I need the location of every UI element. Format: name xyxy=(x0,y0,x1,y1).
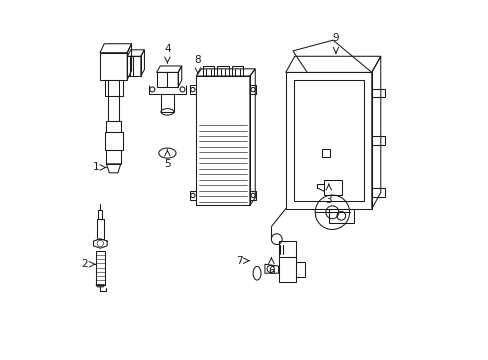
Bar xyxy=(97,219,103,239)
Bar xyxy=(104,80,122,96)
Bar xyxy=(127,56,141,76)
Bar xyxy=(189,191,196,200)
Bar xyxy=(249,85,256,94)
Text: 8: 8 xyxy=(194,55,201,65)
Text: 9: 9 xyxy=(332,33,339,43)
Bar xyxy=(217,66,228,76)
Bar xyxy=(96,251,104,285)
Text: 4: 4 xyxy=(164,44,170,54)
Bar xyxy=(328,209,353,223)
Bar xyxy=(106,149,121,164)
Bar xyxy=(321,149,329,157)
Text: 1: 1 xyxy=(92,162,99,172)
Bar xyxy=(189,85,196,94)
Bar xyxy=(104,132,122,149)
Bar xyxy=(106,121,121,132)
Bar xyxy=(203,66,214,76)
Bar xyxy=(231,66,243,76)
Text: 2: 2 xyxy=(81,259,88,269)
Bar xyxy=(278,257,296,282)
Bar xyxy=(156,72,178,87)
Text: 7: 7 xyxy=(235,256,242,266)
Bar xyxy=(108,96,119,121)
Bar xyxy=(249,191,256,200)
Bar xyxy=(100,53,127,80)
Bar xyxy=(98,210,102,219)
Bar xyxy=(161,94,174,112)
Bar xyxy=(278,241,296,257)
Bar xyxy=(324,180,342,195)
Text: 6: 6 xyxy=(267,266,274,276)
Text: 3: 3 xyxy=(325,195,331,205)
Text: 5: 5 xyxy=(164,159,170,169)
Bar xyxy=(196,76,249,205)
